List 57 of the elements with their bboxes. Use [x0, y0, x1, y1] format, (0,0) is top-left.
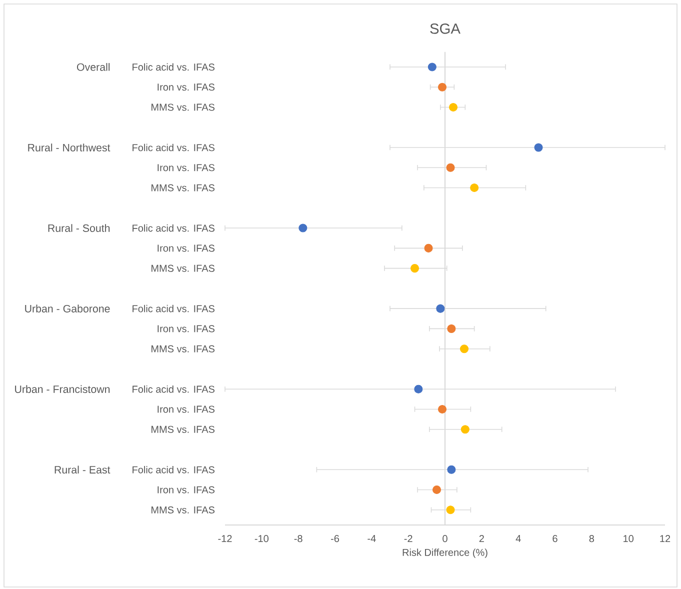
text: Urban - Gaborone: [25, 304, 110, 312]
x-tick-label: -10: [254, 535, 268, 542]
x-tick-label: -8: [294, 535, 302, 542]
y-tick-label: Folic acid vs. IFAS: [132, 63, 214, 71]
y-tick-label: MMS vs. IFAS: [152, 506, 215, 514]
point: [298, 224, 308, 232]
point: [470, 184, 479, 192]
point: [438, 404, 447, 414]
text: Rural - Northwest: [28, 144, 110, 152]
x-tick-label: 2: [479, 535, 484, 542]
y-tick-label: MMS vs. IFAS: [152, 184, 215, 192]
point: [534, 143, 543, 152]
x-tick-label: -2: [404, 535, 412, 542]
point: [414, 384, 423, 394]
y-tick-label: Iron vs. IFAS: [158, 406, 215, 413]
x-tick-label: -6: [330, 535, 340, 542]
point: [460, 344, 469, 354]
y-tick-label: MMS vs. IFAS: [152, 104, 215, 111]
x-tick-label: -4: [368, 535, 376, 542]
point: [410, 264, 420, 273]
y-tick-label: Iron vs. IFAS: [158, 84, 215, 91]
y-tick-label: Iron vs. IFAS: [158, 164, 215, 172]
point: [448, 102, 458, 112]
point: [428, 62, 436, 72]
chart-title: SGA: [430, 23, 460, 34]
point: [460, 425, 470, 434]
x-tick-label: -12: [218, 535, 232, 542]
y-tick-label: Iron vs. IFAS: [158, 244, 215, 252]
y-tick-label: Folic acid vs. IFAS: [132, 224, 214, 232]
point: [438, 82, 447, 92]
y-tick-label: Folic acid vs. IFAS: [132, 466, 214, 474]
x-tick-label: 8: [589, 535, 594, 542]
point: [447, 324, 456, 333]
x-tick-label: 6: [552, 535, 558, 542]
y-tick-label: Iron vs. IFAS: [158, 486, 215, 494]
x-axis-title: Risk Difference (%): [402, 548, 488, 558]
text: Urban - Francistown: [15, 385, 110, 394]
x-tick-label: 10: [624, 535, 634, 542]
point: [424, 244, 433, 252]
x-tick-label: 0: [442, 535, 448, 542]
point: [446, 163, 455, 172]
y-tick-label: Folic acid vs. IFAS: [132, 385, 214, 393]
x-tick-label: 12: [660, 535, 670, 542]
y-tick-label: Iron vs. IFAS: [158, 325, 215, 332]
y-tick-label: MMS vs. IFAS: [152, 345, 215, 352]
point: [432, 486, 442, 494]
text: Rural - East: [54, 466, 110, 474]
point: [436, 304, 445, 313]
y-tick-label: MMS vs. IFAS: [152, 426, 215, 433]
text: Rural - South: [48, 224, 110, 232]
y-tick-label: Folic acid vs. IFAS: [132, 144, 214, 152]
point: [446, 506, 455, 514]
y-tick-label: Folic acid vs. IFAS: [132, 304, 214, 312]
x-tick-label: 4: [516, 535, 521, 542]
y-tick-label: MMS vs. IFAS: [152, 264, 215, 272]
point: [447, 465, 456, 474]
text: Overall: [77, 63, 110, 71]
